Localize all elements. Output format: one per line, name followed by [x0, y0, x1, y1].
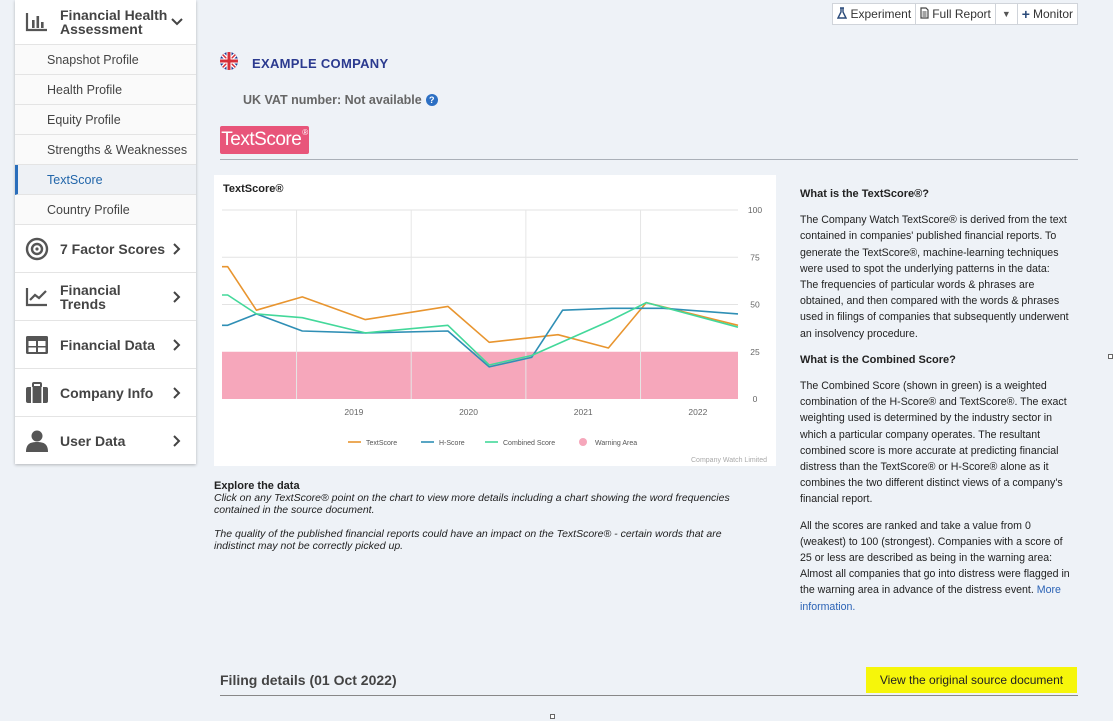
- series-line-2: [222, 294, 739, 366]
- sidebar-item-health-profile[interactable]: Health Profile: [15, 75, 196, 105]
- chevron-right-icon: [168, 435, 186, 447]
- sidebar: Financial Health Assessment Snapshot Pro…: [15, 0, 196, 464]
- help-icon[interactable]: ?: [425, 94, 438, 106]
- explore-section: Explore the data Click on any TextScore®…: [214, 480, 759, 552]
- full-report-dropdown[interactable]: ▼: [994, 3, 1018, 25]
- textscore-chart-panel: TextScore® 0 25 50 75 100 2019 2020 2021 2022 Text…: [214, 175, 776, 466]
- full-report-label: Full Report: [932, 7, 991, 21]
- info-text-ranking: All the scores are ranked and take a val…: [800, 518, 1070, 615]
- more-information-link[interactable]: More information.: [800, 584, 1061, 613]
- table-grid-icon: [24, 332, 50, 358]
- info-text-combined: The Combined Score (shown in green) is a…: [800, 380, 1067, 506]
- textscore-logo-text: TextScore: [221, 129, 302, 150]
- chart-credit: Company Watch Limited: [691, 457, 767, 464]
- plus-icon: +: [1021, 6, 1030, 22]
- header-divider: [220, 159, 1078, 160]
- nav-label: 7 Factor Scores: [60, 240, 166, 257]
- legend-label: H-Score: [439, 440, 465, 447]
- legend-label: Warning Area: [595, 440, 637, 447]
- textscore-chart[interactable]: TextScore® 0 25 50 75 100 2019 2020 2021 2022 Text…: [214, 175, 776, 466]
- experiment-label: Experiment: [850, 7, 912, 21]
- chevron-right-icon: [168, 290, 186, 303]
- sidebar-item-equity-profile[interactable]: Equity Profile: [15, 105, 196, 135]
- nav-financial-data[interactable]: Financial Data: [15, 321, 196, 369]
- x-tick-label: 2020: [459, 407, 478, 417]
- bar-chart-icon: [24, 9, 50, 35]
- resize-handle[interactable]: [1108, 354, 1113, 359]
- nav-label: Financial Health Assessment: [60, 7, 168, 37]
- sidebar-item-textscore[interactable]: TextScore: [15, 165, 196, 195]
- nav-company-info[interactable]: Company Info: [15, 369, 196, 417]
- y-tick-label: 100: [748, 205, 762, 215]
- legend-swatch-warning: [579, 438, 587, 446]
- flask-icon: [837, 6, 848, 22]
- explore-heading: Explore the data: [214, 480, 300, 492]
- company-name: EXAMPLE COMPANY: [252, 56, 389, 71]
- resize-handle[interactable]: [550, 714, 555, 719]
- nav-financial-health-assessment[interactable]: Financial Health Assessment: [15, 0, 196, 45]
- nav-label: User Data: [60, 433, 126, 449]
- experiment-button[interactable]: Experiment: [832, 3, 917, 25]
- legend-label: TextScore: [366, 440, 397, 447]
- y-tick-label: 50: [750, 300, 760, 310]
- x-tick-label: 2022: [688, 407, 707, 417]
- user-icon: [24, 428, 50, 454]
- series-line-0: [222, 265, 739, 349]
- legend-label: Combined Score: [503, 440, 555, 447]
- vat-number: UK VAT number: Not available ?: [243, 93, 438, 107]
- monitor-button[interactable]: + Monitor: [1016, 3, 1078, 25]
- x-tick-label: 2021: [574, 407, 593, 417]
- info-text-textscore: The Company Watch TextScore® is derived …: [800, 214, 1069, 340]
- info-panel: What is the TextScore®? The Company Watc…: [800, 186, 1070, 625]
- nav-financial-trends[interactable]: Financial Trends: [15, 273, 196, 321]
- trend-line-icon: [24, 284, 50, 310]
- nav-label: Financial Data: [60, 336, 155, 353]
- nav-label: Company Info: [60, 384, 154, 401]
- info-heading-textscore: What is the TextScore®?: [800, 188, 929, 200]
- info-ranking-text: All the scores are ranked and take a val…: [800, 519, 1070, 597]
- y-tick-label: 25: [750, 347, 760, 357]
- company-header: EXAMPLE COMPANY: [220, 52, 388, 75]
- sidebar-item-country-profile[interactable]: Country Profile: [15, 195, 196, 225]
- y-tick-label: 0: [753, 394, 758, 404]
- vat-text: UK VAT number: Not available: [243, 93, 422, 107]
- target-icon: [24, 236, 50, 262]
- chevron-right-icon: [168, 242, 186, 255]
- uk-flag-icon: [220, 52, 238, 75]
- y-tick-label: 75: [750, 252, 760, 262]
- toolbar: Experiment Full Report ▼ + Monitor: [832, 3, 1078, 25]
- monitor-label: Monitor: [1032, 7, 1073, 21]
- textscore-logo: TextScore ®: [220, 126, 309, 154]
- caret-down-icon: ▼: [1001, 9, 1011, 19]
- document-icon: [920, 6, 929, 22]
- nav-label: Financial Trends: [60, 281, 121, 312]
- chevron-down-icon: [168, 18, 186, 26]
- sidebar-item-strengths-weaknesses[interactable]: Strengths & Weaknesses: [15, 135, 196, 165]
- sidebar-item-snapshot-profile[interactable]: Snapshot Profile: [15, 45, 196, 75]
- nav-user-data[interactable]: User Data: [15, 417, 196, 465]
- full-report-button[interactable]: Full Report: [915, 3, 996, 25]
- filing-details-title: Filing details (01 Oct 2022): [220, 672, 397, 688]
- filing-divider: [220, 695, 1078, 696]
- nav-7-factor-scores[interactable]: 7 Factor Scores: [15, 225, 196, 273]
- series-line-1: [222, 307, 739, 368]
- x-tick-label: 2019: [344, 407, 363, 417]
- chart-title: TextScore®: [223, 183, 283, 195]
- explore-text-2: The quality of the published financial r…: [214, 528, 722, 552]
- briefcase-icon: [24, 380, 50, 406]
- view-source-document-button[interactable]: View the original source document: [866, 667, 1077, 693]
- info-heading-combined: What is the Combined Score?: [800, 353, 956, 366]
- chevron-right-icon: [168, 338, 186, 351]
- explore-text-1: Click on any TextScore® point on the cha…: [214, 492, 730, 516]
- chevron-right-icon: [168, 386, 186, 399]
